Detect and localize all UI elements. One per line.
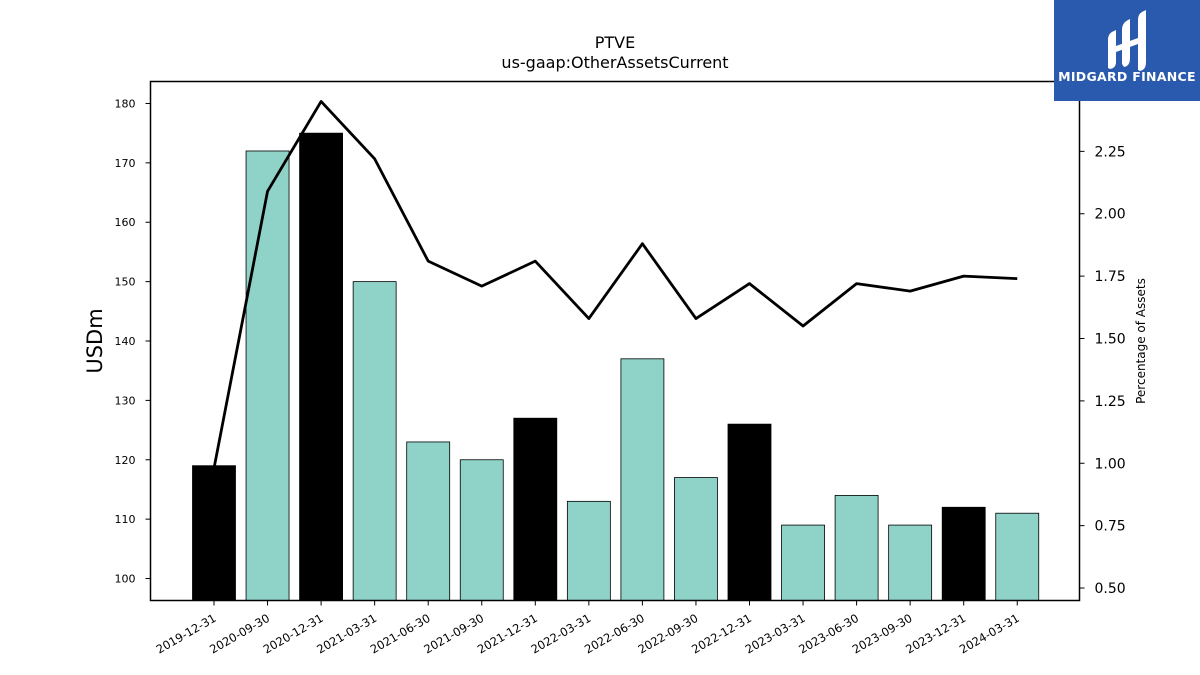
y2-tick-label: 1.50: [1095, 332, 1126, 348]
bar: [834, 494, 879, 601]
y-tick-label: 150: [115, 276, 136, 289]
bar: [299, 132, 344, 601]
x-tick-label: 2023-06-30: [796, 611, 861, 657]
y2-tick-label: 1.00: [1095, 456, 1126, 472]
y-tick-label: 110: [115, 513, 136, 526]
plot-frame: [149, 80, 1081, 602]
y2-tick-label: 1.75: [1095, 269, 1126, 285]
bar: [245, 150, 290, 601]
x-tick-label: 2023-03-31: [743, 611, 808, 657]
bar: [941, 506, 986, 601]
x-tick-label: 2021-12-31: [475, 611, 540, 657]
bar: [192, 465, 236, 601]
bar: [513, 417, 558, 601]
bar: [406, 441, 451, 601]
y-tick-label: 180: [115, 97, 136, 110]
x-axis: 2019-12-312020-09-302020-12-312021-03-31…: [154, 600, 1022, 657]
bar: [727, 423, 772, 601]
midgard-logo-icon: [1108, 10, 1146, 71]
chart-title: PTVE: [595, 33, 635, 52]
bar: [620, 358, 665, 601]
y2-tick-label: 1.25: [1095, 394, 1126, 410]
y-axis-label: USDm: [83, 308, 107, 373]
x-tick-label: 2020-12-31: [261, 611, 326, 657]
bar: [674, 477, 718, 601]
chart-subtitle: us-gaap:OtherAssetsCurrent: [501, 53, 728, 72]
y2-tick-label: 2.00: [1095, 207, 1126, 223]
x-tick-label: 2021-03-31: [314, 611, 379, 657]
x-tick-label: 2021-06-30: [368, 611, 433, 657]
y2-tick-label: 2.25: [1095, 144, 1126, 160]
bar: [888, 524, 933, 601]
y2-tick-label: 0.50: [1095, 581, 1126, 597]
percentage-line: [212, 100, 1018, 469]
x-tick-label: 2022-09-30: [636, 611, 701, 657]
bar: [352, 281, 397, 601]
x-tick-label: 2022-06-30: [582, 611, 647, 657]
x-tick-label: 2023-12-31: [903, 611, 968, 657]
bar: [995, 512, 1040, 601]
y2-axis-label: Percentage of Assets: [1134, 278, 1148, 404]
x-tick-label: 2022-12-31: [689, 611, 754, 657]
x-tick-label: 2020-09-30: [207, 611, 272, 657]
x-tick-label: 2019-12-31: [154, 611, 219, 657]
bar: [566, 500, 611, 601]
x-tick-label: 2022-03-31: [528, 611, 593, 657]
x-tick-label: 2023-09-30: [850, 611, 915, 657]
y-tick-label: 140: [115, 335, 136, 348]
bar-series: [192, 132, 1040, 601]
bar: [781, 524, 825, 601]
x-tick-label: 2024-03-31: [957, 611, 1022, 657]
y-tick-label: 160: [115, 216, 136, 229]
line-series: [212, 100, 1018, 469]
y-tick-label: 130: [115, 394, 136, 407]
right-axis: 0.50 0.75 1.00 1.25 1.50 1.75 2.00 2.25: [1079, 144, 1126, 597]
y2-tick-label: 0.75: [1095, 519, 1126, 535]
y-tick-label: 100: [115, 573, 136, 586]
left-axis: 100 110 120 130 140 150 160 170 180: [115, 97, 151, 586]
y-tick-label: 120: [115, 454, 136, 467]
x-tick-label: 2021-09-30: [421, 611, 486, 657]
logo-text: MIDGARD FINANCE: [1058, 69, 1196, 84]
bar: [459, 459, 504, 601]
y-tick-label: 170: [115, 157, 136, 170]
logo: MIDGARD FINANCE: [1054, 0, 1200, 101]
